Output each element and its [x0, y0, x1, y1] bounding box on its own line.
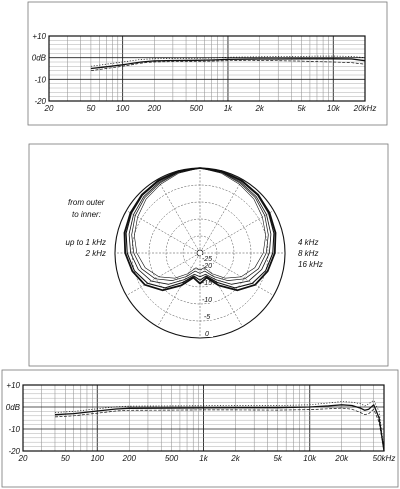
y-tick-label: -20 [8, 447, 20, 456]
polar-spoke [157, 256, 199, 327]
x-tick-label: 50 [61, 454, 70, 463]
polar-spoke [126, 254, 197, 296]
legend-label-right: 8 kHz [298, 249, 318, 258]
response-curve-dotted [90, 55, 366, 67]
ring-label-bg [201, 313, 213, 320]
ring-label: -15 [202, 280, 212, 287]
y-tick-label: +10 [32, 32, 46, 41]
x-tick-label: 200 [147, 104, 162, 113]
x-tick-label: 20 [44, 104, 54, 113]
polar-curve [128, 167, 272, 285]
x-tick-label: 50 [86, 104, 95, 113]
ring-label: -10 [202, 297, 212, 304]
x-tick-label: 1k [224, 104, 233, 113]
polar-curve [125, 167, 275, 289]
polar-spoke [126, 210, 197, 252]
chart-frame [27, 1, 388, 126]
x-tick-label: 500 [190, 104, 204, 113]
y-tick-label: -20 [34, 97, 46, 106]
x-tick-label: 200 [122, 454, 137, 463]
y-tick-label: -10 [8, 425, 20, 434]
legend-note-line2: to inner: [72, 210, 101, 219]
y-tick-label: +10 [6, 381, 20, 390]
chart-frame [1, 369, 399, 488]
ring-label-bg [201, 262, 213, 269]
plot-area-border [48, 35, 366, 102]
x-tick-label: 5k [297, 104, 306, 113]
ring-label-bg [201, 255, 213, 262]
x-tick-label: 10k [327, 104, 341, 113]
frequency-response-chart-bottom: 20 50 100 200 500 1k 2k 5k 10k 20k 50kHz +10 0dB -10 -… [1, 369, 399, 488]
ring-label: -20 [202, 263, 212, 270]
ring-label-bg [201, 296, 213, 303]
response-curve-solid [90, 58, 366, 70]
response-curve-dashed [90, 60, 366, 72]
polar-curve [131, 167, 269, 281]
polar-pattern-chart: 0 -5 -10 -15 -20-25 from outer to inner: up to … [28, 143, 389, 367]
ring-label-bg [201, 330, 213, 337]
x-tick-label: 2k [230, 454, 240, 463]
legend-label-right: 16 kHz [298, 260, 323, 269]
legend-label-left: up to 1 kHz [66, 238, 106, 247]
y-tick-label: -10 [34, 75, 46, 84]
x-tick-label: 100 [91, 454, 105, 463]
polar-center-marker [196, 249, 204, 257]
polar-spoke [201, 179, 243, 250]
ring-label-bg [201, 279, 213, 286]
polar-curve [134, 167, 266, 279]
x-tick-label: 2k [254, 104, 264, 113]
plot-area-border [22, 384, 385, 452]
response-curve-dashed [54, 407, 385, 452]
x-tick-label: 1k [199, 454, 208, 463]
y-tick-label: 0dB [32, 54, 47, 63]
legend-label-right: 4 kHz [298, 238, 318, 247]
ring-label: -25 [202, 256, 212, 263]
x-tick-label: 100 [116, 104, 130, 113]
polar-spoke [203, 254, 274, 296]
x-tick-label: 20kHz [353, 104, 377, 113]
x-tick-label: 5k [274, 454, 283, 463]
x-tick-label: 20 [18, 454, 28, 463]
legend-note-line1: from outer [68, 198, 105, 207]
response-curve-dotted [54, 400, 385, 449]
ring-label: 0 [205, 331, 209, 338]
chart-frame [28, 143, 389, 367]
x-tick-label: 10k [303, 454, 317, 463]
polar-spoke [201, 256, 243, 327]
polar-spoke [203, 210, 274, 252]
polar-ring [182, 235, 218, 271]
x-tick-label: 50kHz [373, 454, 396, 463]
legend-label-left: 2 kHz [85, 249, 106, 258]
frequency-response-chart-top: 20 50 100 200 500 1k 2k 5k 10k 20kHz +10 0dB -10 -20 [27, 1, 388, 126]
x-tick-label: 500 [165, 454, 179, 463]
x-tick-label: 20k [334, 454, 349, 463]
ring-label: -5 [204, 314, 210, 321]
y-tick-label: 0dB [6, 403, 21, 412]
response-curve-solid [54, 404, 385, 452]
polar-curve [123, 167, 277, 292]
polar-spoke [157, 179, 199, 250]
